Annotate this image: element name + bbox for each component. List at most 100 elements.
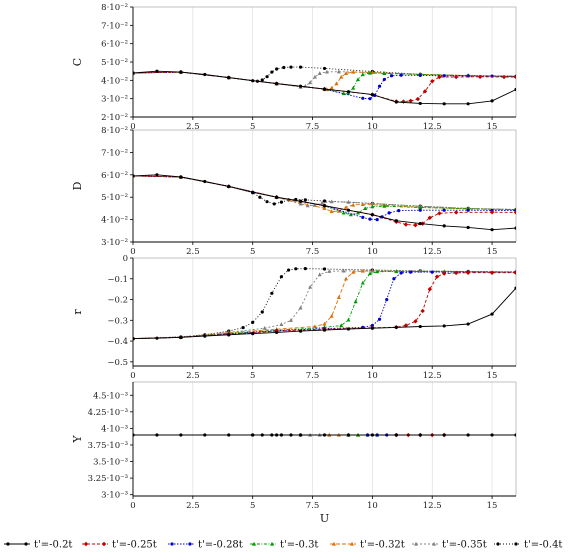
data-point xyxy=(489,210,495,215)
legend-marker xyxy=(83,541,89,547)
data-point xyxy=(260,78,264,82)
data-point xyxy=(394,325,398,329)
data-point xyxy=(418,73,422,77)
y-tick-label: 3.5·10⁻³ xyxy=(93,458,128,468)
data-point xyxy=(251,332,255,336)
data-point xyxy=(329,209,334,214)
data-point xyxy=(312,74,317,79)
data-point xyxy=(275,195,279,199)
x-tick-label: 15 xyxy=(487,371,498,381)
x-tick-label: 7.5 xyxy=(306,247,320,257)
data-point xyxy=(465,270,471,275)
data-point xyxy=(466,225,470,230)
x-tick-label: 10 xyxy=(367,247,378,257)
x-axis-label: U xyxy=(320,512,329,525)
data-point xyxy=(298,84,303,88)
data-point xyxy=(382,71,387,75)
data-point xyxy=(133,71,135,75)
data-point xyxy=(348,212,353,217)
data-point xyxy=(341,268,346,273)
x-tick-label: 0 xyxy=(130,122,135,132)
legend-item: t'=-0.4t xyxy=(494,540,562,551)
data-point xyxy=(360,202,365,206)
data-point xyxy=(227,75,231,80)
data-point xyxy=(203,334,207,338)
legend: t'=-0.2t t'=-0.25t t'=-0.28t t'=-0.3t t'=-0.… xyxy=(4,540,562,551)
data-point xyxy=(370,201,375,206)
series-line xyxy=(133,270,516,340)
data-point xyxy=(437,74,442,80)
data-point xyxy=(418,433,422,437)
data-point xyxy=(260,310,264,314)
data-point xyxy=(265,75,269,79)
data-point xyxy=(317,71,322,75)
legend-item: t'=-0.32t xyxy=(330,540,405,551)
data-point xyxy=(413,223,418,228)
y-tick-label: 7·10⁻² xyxy=(101,148,128,158)
data-point xyxy=(418,208,422,212)
x-tick-label: 2.5 xyxy=(186,501,200,511)
series-6 xyxy=(133,69,516,89)
panel-r: −0.5 −0.4 −0.3 −0.2 −0.1 0 0 2.5 5 7.5 10 12.5 15 r xyxy=(71,254,517,381)
data-point xyxy=(270,70,274,74)
data-point xyxy=(320,200,325,205)
y-tick-label: 5·10⁻² xyxy=(101,58,128,68)
data-point xyxy=(356,77,361,82)
data-point xyxy=(370,93,374,97)
data-point xyxy=(329,313,334,318)
data-point xyxy=(322,267,327,271)
data-point xyxy=(442,324,446,328)
legend-label: t'=-0.25t xyxy=(112,540,157,551)
data-point xyxy=(409,270,413,274)
y-tick-label: 8·10⁻² xyxy=(101,126,128,136)
legend-label: t'=-0.28t xyxy=(198,540,243,551)
axes-frame xyxy=(132,257,517,367)
y-tick-label: 6·10⁻² xyxy=(101,171,128,181)
legend-label: t'=-0.4t xyxy=(524,540,562,551)
panel-c: 2·10⁻² 3·10⁻² 4·10⁻² 5·10⁻² 6·10⁻² 7·10⁻² 8·10… xyxy=(71,3,517,132)
data-point xyxy=(392,277,396,281)
legend-item: t'=-0.35t xyxy=(412,540,487,551)
data-point xyxy=(179,433,183,437)
data-point xyxy=(322,66,327,71)
data-point xyxy=(346,433,351,437)
x-tick-label: 12.5 xyxy=(423,501,442,511)
data-point xyxy=(303,266,307,271)
data-point xyxy=(308,80,313,85)
data-point xyxy=(346,208,351,212)
data-point xyxy=(351,269,356,274)
data-point xyxy=(387,211,391,215)
x-tick-label: 0 xyxy=(130,501,135,511)
data-point xyxy=(303,198,307,202)
legend-marker xyxy=(414,541,418,546)
data-point xyxy=(322,433,327,437)
data-point xyxy=(514,286,516,290)
data-point xyxy=(418,324,422,329)
data-point xyxy=(370,204,375,209)
data-point xyxy=(155,433,159,437)
data-point xyxy=(442,433,446,437)
legend-marker xyxy=(270,541,274,546)
data-point xyxy=(329,85,334,90)
x-tick-label: 12.5 xyxy=(423,247,442,257)
y-tick-label: 0 xyxy=(123,254,128,264)
data-point xyxy=(353,299,358,304)
data-point xyxy=(489,270,495,275)
data-point xyxy=(203,72,207,77)
data-point xyxy=(401,99,406,104)
data-point xyxy=(453,270,459,276)
data-point xyxy=(361,215,365,219)
data-point xyxy=(339,323,344,328)
y-tick-label: 3·10⁻² xyxy=(101,95,128,105)
y-tick-label: −0.4 xyxy=(107,337,128,347)
data-point xyxy=(382,203,387,208)
series-1 xyxy=(133,173,516,232)
data-point xyxy=(427,215,433,221)
legend-item: t'=-0.28t xyxy=(168,540,243,551)
data-point xyxy=(490,228,494,232)
data-point xyxy=(294,267,298,271)
data-point xyxy=(155,69,159,73)
legend-marker xyxy=(496,542,500,546)
x-tick-label: 2.5 xyxy=(186,247,200,257)
